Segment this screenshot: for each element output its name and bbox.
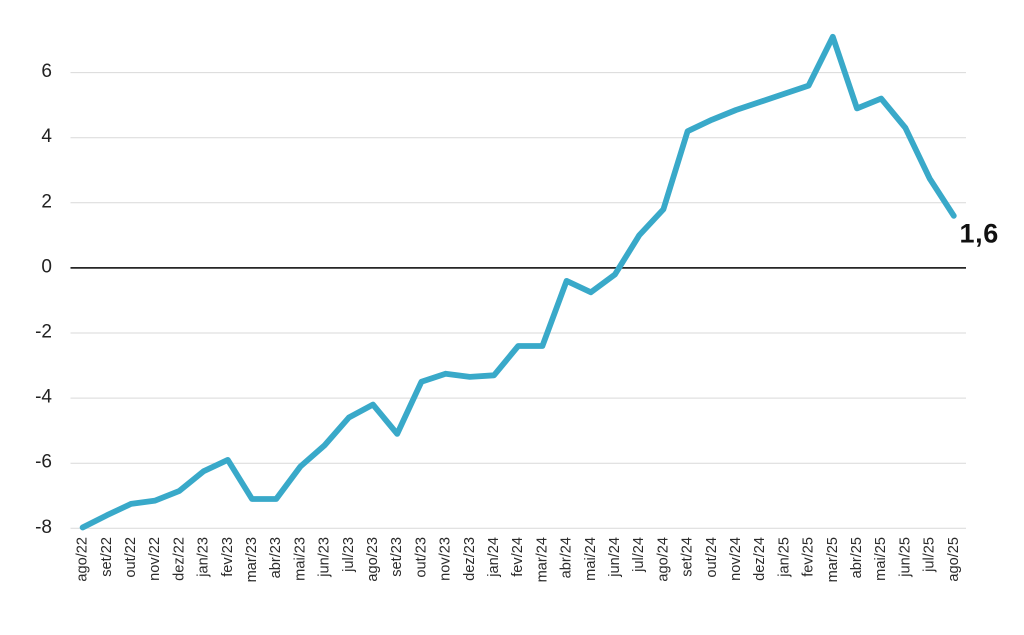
svg-text:mar/23: mar/23: [244, 537, 260, 582]
svg-text:jan/23: jan/23: [196, 537, 212, 578]
svg-text:fev/25: fev/25: [801, 537, 817, 577]
svg-text:ago/25: ago/25: [946, 537, 962, 582]
svg-text:6: 6: [41, 61, 52, 82]
svg-text:4: 4: [41, 126, 52, 147]
svg-text:mai/24: mai/24: [583, 537, 599, 581]
svg-text:jun/23: jun/23: [317, 537, 333, 578]
svg-text:mar/25: mar/25: [825, 537, 841, 582]
svg-text:abr/24: abr/24: [559, 537, 575, 578]
svg-text:dez/23: dez/23: [462, 537, 478, 581]
svg-text:set/24: set/24: [680, 537, 696, 577]
svg-text:ago/23: ago/23: [365, 537, 381, 582]
svg-text:-8: -8: [35, 517, 52, 538]
svg-text:out/24: out/24: [704, 537, 720, 578]
svg-text:jul/24: jul/24: [631, 537, 647, 573]
svg-text:dez/24: dez/24: [752, 537, 768, 581]
svg-text:mai/23: mai/23: [292, 537, 308, 581]
svg-text:jan/24: jan/24: [486, 537, 502, 578]
svg-text:jun/24: jun/24: [607, 537, 623, 578]
svg-text:fev/23: fev/23: [220, 537, 236, 577]
svg-text:mai/25: mai/25: [873, 537, 889, 581]
svg-text:fev/24: fev/24: [510, 537, 526, 577]
svg-text:-4: -4: [35, 387, 52, 408]
svg-text:ago/22: ago/22: [75, 537, 91, 582]
svg-text:jan/25: jan/25: [776, 537, 792, 578]
svg-text:jul/23: jul/23: [341, 537, 357, 573]
svg-text:nov/23: nov/23: [438, 537, 454, 581]
svg-text:mar/24: mar/24: [534, 537, 550, 582]
svg-text:jul/25: jul/25: [922, 537, 938, 573]
svg-text:-2: -2: [35, 322, 52, 343]
svg-text:ago/24: ago/24: [655, 537, 671, 582]
svg-text:abr/23: abr/23: [268, 537, 284, 578]
svg-text:jun/25: jun/25: [897, 537, 913, 578]
svg-text:nov/24: nov/24: [728, 537, 744, 581]
svg-text:set/23: set/23: [389, 537, 405, 577]
svg-text:out/22: out/22: [123, 537, 139, 578]
svg-text:1,6: 1,6: [960, 218, 999, 248]
svg-text:set/22: set/22: [99, 537, 115, 577]
svg-text:abr/25: abr/25: [849, 537, 865, 578]
svg-text:0: 0: [41, 256, 52, 277]
svg-text:out/23: out/23: [413, 537, 429, 578]
svg-text:-6: -6: [35, 452, 52, 473]
svg-text:dez/22: dez/22: [171, 537, 187, 581]
svg-text:2: 2: [41, 191, 52, 212]
svg-text:nov/22: nov/22: [147, 537, 163, 581]
